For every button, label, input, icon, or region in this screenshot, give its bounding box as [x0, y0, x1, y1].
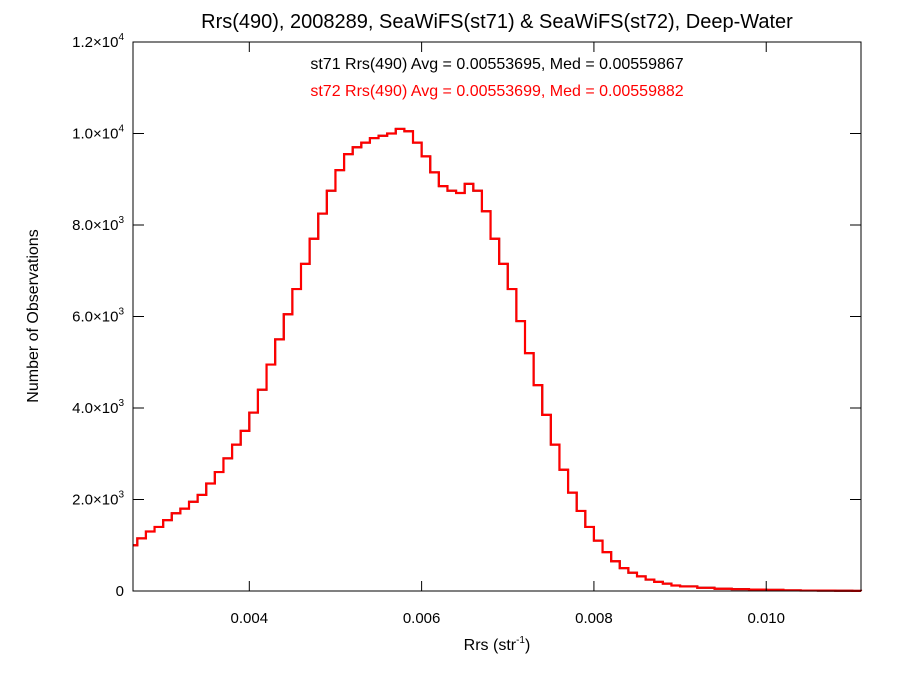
- y-tick-mantissa: 4.0×10: [72, 400, 118, 417]
- series-layer: [133, 127, 863, 592]
- y-tick-exponent: 4: [118, 124, 124, 135]
- plot-frame: [132, 41, 862, 592]
- y-tick-mantissa: 6.0×10: [72, 309, 118, 326]
- y-tick-mantissa: 1.2×10: [72, 34, 118, 51]
- x-tick-label: 0.008: [575, 610, 613, 627]
- y-tick-label: 8.0×103: [72, 215, 124, 234]
- annotation-1: st71 Rrs(490) Avg = 0.00553695, Med = 0.…: [310, 56, 683, 73]
- y-tick-exponent: 3: [118, 398, 124, 409]
- y-tick-mantissa: 8.0×10: [72, 217, 118, 234]
- y-tick-label: 4.0×103: [72, 398, 124, 417]
- x-axis-label-base: Rrs (str: [464, 637, 517, 654]
- y-tick-label: 2.0×103: [72, 490, 124, 509]
- chart-title: Rrs(490), 2008289, SeaWiFS(st71) & SeaWi…: [201, 11, 793, 33]
- series-2-line: [133, 127, 863, 592]
- series-1-line: [133, 127, 862, 592]
- annotations: st71 Rrs(490) Avg = 0.00553695, Med = 0.…: [310, 56, 683, 100]
- x-axis-label-sup: -1: [516, 635, 525, 646]
- x-axis-label: Rrs (str-1): [464, 635, 531, 654]
- y-tick-label: 6.0×103: [72, 307, 124, 326]
- y-tick-mantissa: 2.0×10: [72, 492, 118, 509]
- y-tick-exponent: 4: [118, 32, 124, 43]
- x-tick-label: 0.010: [747, 610, 785, 627]
- x-tick-label: 0.004: [231, 610, 269, 627]
- annotation-2: st72 Rrs(490) Avg = 0.00553699, Med = 0.…: [310, 83, 683, 100]
- y-tick-mantissa: 1.0×10: [72, 126, 118, 143]
- y-tick-exponent: 3: [118, 307, 124, 318]
- y-axis: 02.0×1034.0×1036.0×1038.0×1031.0×1041.2×…: [72, 32, 861, 600]
- x-axis-label-close: ): [525, 637, 530, 654]
- y-axis-label: Number of Observations: [25, 229, 42, 402]
- y-tick-mantissa: 0: [116, 583, 124, 600]
- y-tick-label: 0: [116, 583, 124, 600]
- y-tick-label: 1.0×104: [72, 124, 124, 143]
- x-axis: 0.004 0.006 0.008 0.010: [231, 42, 785, 627]
- y-tick-exponent: 3: [118, 215, 124, 226]
- x-tick-label: 0.006: [403, 610, 441, 627]
- y-tick-label: 1.2×104: [72, 32, 124, 51]
- y-tick-exponent: 3: [118, 490, 124, 501]
